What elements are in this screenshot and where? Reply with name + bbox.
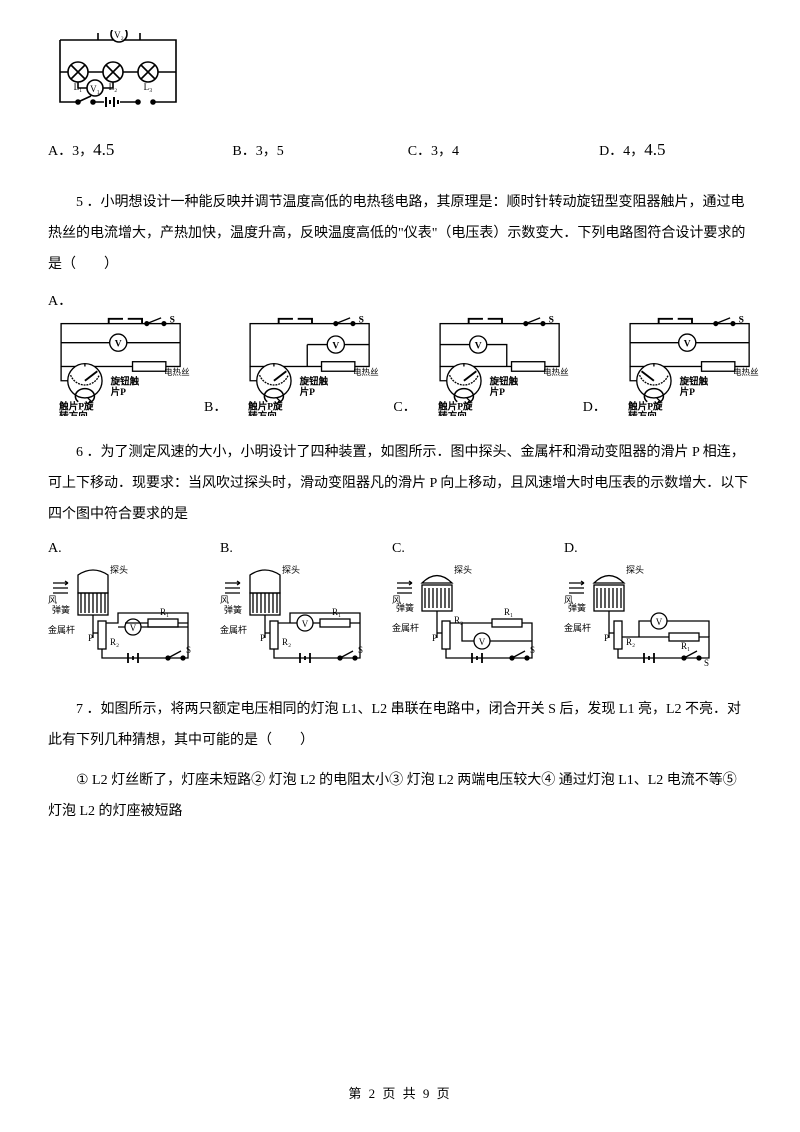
svg-text:L₃: L₃ [144,82,153,92]
q4-option-a: A．3， 4.5 [48,140,114,160]
svg-text:触片P旋: 触片P旋 [248,401,284,413]
q6-opt-d: D. [564,541,578,557]
svg-text:R₁: R₁ [332,607,341,617]
svg-text:R₂: R₂ [282,637,291,647]
svg-text:V: V [474,342,481,352]
svg-text:P: P [604,633,609,643]
svg-text:V: V [684,340,691,350]
q5-text: 5 ．小明想设计一种能反映并调节温度高低的电热毯电路，其原理是：顺时针转动旋钮型… [48,188,752,280]
svg-text:旋钮触: 旋钮触 [299,376,329,388]
q5-diagrams: S V 电热丝 旋钮触 片P 触片P旋 转方向 B． [48,316,752,416]
q6-opt-b: B. [220,541,370,557]
q5-circuit-c: S V 电热丝 旋钮触 片P 触片P旋 转方向 [427,316,577,416]
svg-text:触片P旋: 触片P旋 [627,401,663,413]
q7-text: 7 ．如图所示，将两只额定电压相同的灯泡 L1、L2 串联在电路中，闭合开关 S… [48,695,752,757]
svg-text:R₁: R₁ [504,607,513,617]
svg-text:探头: 探头 [282,564,300,575]
q4-circuit-diagram: V₂ L₁ L₂ L₃ V₁ [48,30,188,120]
svg-text:探头: 探头 [454,564,472,575]
svg-text:片P: 片P [489,386,505,398]
svg-text:电热丝: 电热丝 [353,366,379,377]
q4-option-b: B．3，5 [232,140,283,160]
q6-option-labels: A. B. C. D. [48,541,752,557]
q6-circuit-b: 风 探头 弹簧 金属杆 P V R₁ R₂ S [220,563,380,673]
svg-text:弹簧: 弹簧 [396,602,414,613]
svg-text:弹簧: 弹簧 [224,604,242,615]
svg-text:金属杆: 金属杆 [48,624,75,635]
svg-text:R₂: R₂ [626,637,635,647]
svg-text:触片P旋: 触片P旋 [58,401,94,413]
q6-text: 6 ．为了测定风速的大小，小明设计了四种装置，如图所示．图中探头、金属杆和滑动变… [48,438,752,530]
q6-circuit-d: 风 探头 弹簧 金属杆 P V R₁ R₂ S [564,563,724,673]
svg-text:电热丝: 电热丝 [733,366,759,377]
q5-opt-d-label: D． [583,396,607,416]
svg-text:金属杆: 金属杆 [220,624,247,635]
svg-text:V₁: V₁ [90,84,100,94]
svg-text:探头: 探头 [626,564,644,575]
svg-text:风: 风 [48,595,57,605]
opt-big: 4.5 [644,140,665,160]
svg-text:V: V [130,623,137,633]
q6-opt-a: A. [48,541,198,557]
svg-text:V: V [656,617,663,627]
svg-text:S: S [548,316,553,326]
svg-text:R₁: R₁ [160,607,169,617]
svg-text:S: S [530,645,535,655]
opt-big: 4.5 [93,140,114,160]
svg-text:V: V [302,619,309,629]
svg-text:片P: 片P [300,386,316,398]
opt-text: D．4， [599,140,644,160]
q5-opt-a-label: A． [48,290,752,310]
opt-text: A．3， [48,140,93,160]
svg-text:片P: 片P [111,386,127,398]
svg-text:弹簧: 弹簧 [52,604,70,615]
svg-text:V: V [115,340,122,350]
svg-text:V: V [333,342,340,352]
svg-text:V₂: V₂ [114,30,124,40]
q5-circuit-a: S V 电热丝 旋钮触 片P 触片P旋 转方向 [48,316,198,416]
q7-text2: ① L2 灯丝断了，灯座未短路② 灯泡 L2 的电阻太小③ 灯泡 L2 两端电压… [48,766,752,828]
page-footer: 第 2 页 共 9 页 [0,1083,800,1102]
q6-circuit-a: 风 探头 弹簧 金属杆 P V R₁ R₂ S [48,563,208,673]
svg-text:金属杆: 金属杆 [564,622,591,633]
q5-opt-c-label: C． [393,396,416,416]
svg-text:风: 风 [220,595,229,605]
svg-text:探头: 探头 [110,564,128,575]
q5-opt-b-label: B． [204,396,227,416]
svg-text:P: P [260,633,265,643]
svg-text:金属杆: 金属杆 [392,622,419,633]
svg-text:电热丝: 电热丝 [543,366,569,377]
svg-text:触片P旋: 触片P旋 [437,401,473,413]
svg-text:S: S [358,645,363,655]
svg-text:P: P [88,633,93,643]
svg-text:S: S [186,645,191,655]
q5-circuit-b: S V 电热丝 旋钮触 片P 触片P旋 转方向 [237,316,387,416]
svg-text:旋钮触: 旋钮触 [110,376,140,388]
svg-text:弹簧: 弹簧 [568,602,586,613]
svg-text:S: S [359,316,364,326]
q6-circuit-c: 风 探头 弹簧 金属杆 P V R₁ R₂ S [392,563,552,673]
svg-text:旋钮触: 旋钮触 [488,376,518,388]
q4-options: A．3， 4.5 B．3，5 C．3，4 D．4， 4.5 [48,140,752,160]
svg-text:电热丝: 电热丝 [164,366,190,377]
svg-text:S: S [738,316,743,326]
svg-text:S: S [170,316,175,326]
q4-option-c: C．3，4 [408,140,459,160]
svg-text:S: S [704,658,709,668]
svg-text:P: P [432,633,437,643]
q4-option-d: D．4， 4.5 [599,140,665,160]
svg-text:R₁: R₁ [681,641,690,651]
svg-text:旋钮触: 旋钮触 [678,376,708,388]
svg-text:V: V [479,637,486,647]
q5-circuit-d: S V 电热丝 旋钮触 片P 触片P旋 转方向 [617,316,767,416]
q6-opt-c: C. [392,541,542,557]
q6-diagrams: 风 探头 弹簧 金属杆 P V R₁ R₂ S 风 探头 弹簧 金属杆 P V … [48,563,752,673]
svg-text:R₂: R₂ [110,637,119,647]
svg-text:片P: 片P [679,386,695,398]
